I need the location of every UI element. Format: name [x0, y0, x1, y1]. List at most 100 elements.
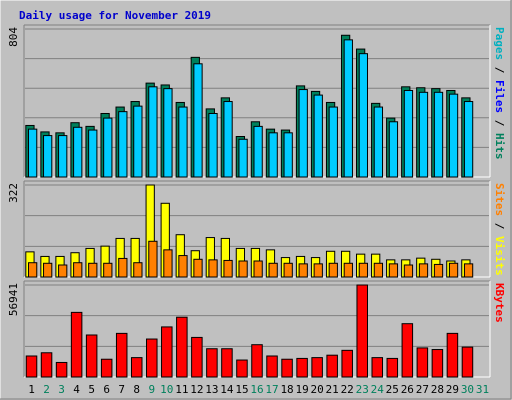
sites-bar	[388, 263, 399, 278]
kbytes-bar	[356, 284, 368, 378]
files-bar	[118, 111, 128, 178]
x-tick-label: 29	[446, 383, 459, 396]
files-bar	[148, 86, 158, 178]
sites-bar	[58, 264, 68, 278]
x-tick-label: 19	[295, 383, 308, 396]
sites-bar	[298, 263, 308, 278]
kbytes-bar	[161, 326, 173, 378]
legend-entry: /	[493, 60, 506, 80]
kbytes-bar	[401, 323, 414, 378]
sites-bar	[463, 263, 474, 278]
x-tick-label: 8	[133, 383, 140, 396]
kbytes-bar	[311, 357, 323, 378]
x-tick-label: 12	[190, 383, 203, 396]
files-bar	[343, 39, 353, 178]
files-bar	[223, 101, 233, 178]
files-bar	[193, 63, 203, 178]
chart-panels: 804 Pages / Files / Hits 322 Sites / Visits…	[7, 24, 506, 378]
files-bar	[358, 53, 368, 178]
kbytes-bar	[341, 349, 353, 378]
x-tick-label: 11	[175, 383, 188, 396]
files-bar	[403, 89, 414, 178]
sites-bar	[283, 262, 293, 278]
files-bar	[388, 121, 399, 178]
files-bar	[283, 132, 293, 178]
kbytes-bar	[100, 358, 113, 378]
panel-middle: 322 Sites / Visits	[7, 180, 506, 278]
x-tick-label: 9	[148, 383, 155, 396]
sites-bar	[163, 249, 173, 278]
top-ymax-label: 804	[7, 27, 20, 47]
kbytes-bar	[236, 359, 248, 378]
files-bar	[268, 132, 278, 178]
kbytes-bar	[266, 355, 278, 378]
files-bar	[313, 94, 323, 178]
x-tick-label: 7	[118, 383, 125, 396]
x-tick-label: 31	[476, 383, 489, 396]
sites-bar	[178, 255, 188, 278]
files-bar	[28, 128, 38, 178]
files-bar	[418, 91, 429, 178]
legend-entry: Files	[493, 80, 506, 113]
kbytes-bar	[251, 344, 263, 378]
kbytes-bar	[55, 361, 68, 378]
sites-bar	[148, 240, 158, 278]
middle-legend: Sites / Visits	[493, 183, 506, 276]
sites-bar	[358, 262, 368, 278]
x-tick-label: 18	[280, 383, 293, 396]
kbytes-bar	[386, 357, 399, 378]
bottom-legend: KBytes	[493, 283, 506, 323]
x-tick-label: 27	[416, 383, 429, 396]
sites-bar	[313, 263, 323, 278]
x-tick-label: 20	[311, 383, 324, 396]
sites-bar	[433, 263, 444, 278]
x-tick-label: 26	[401, 383, 414, 396]
legend-entry: KBytes	[493, 283, 506, 323]
files-bar	[433, 91, 444, 178]
kbytes-bar	[191, 336, 203, 378]
legend-entry: Hits	[493, 133, 506, 160]
kbytes-bar	[416, 347, 429, 378]
kbytes-bar	[146, 338, 158, 378]
x-tick-label: 28	[431, 383, 444, 396]
x-tick-label: 4	[73, 383, 80, 396]
x-tick-label: 23	[356, 383, 369, 396]
kbytes-bar	[371, 357, 384, 378]
sites-bar	[238, 260, 248, 278]
files-bar	[43, 135, 53, 178]
kbytes-bar	[115, 332, 128, 378]
x-tick-label: 10	[160, 383, 173, 396]
kbytes-bar	[446, 332, 459, 378]
x-tick-label: 25	[386, 383, 399, 396]
kbytes-bar	[40, 352, 53, 378]
kbytes-bar	[326, 354, 338, 378]
panel-bottom: 56941 KBytes	[7, 280, 506, 378]
sites-bar	[253, 260, 263, 278]
sites-bar	[448, 262, 459, 278]
sites-bar	[343, 262, 353, 278]
sites-bar	[118, 257, 128, 278]
legend-entry: Pages	[493, 27, 506, 60]
files-bar	[103, 117, 113, 178]
kbytes-bar	[206, 348, 218, 378]
x-tick-label: 6	[103, 383, 110, 396]
files-bar	[238, 138, 248, 178]
files-bar	[208, 112, 218, 178]
legend-entry: /	[493, 113, 506, 133]
files-bar	[88, 129, 98, 178]
kbytes-bar	[130, 357, 143, 378]
bottom-ymax-label: 56941	[7, 283, 20, 316]
x-tick-label: 24	[371, 383, 385, 396]
files-bar	[163, 88, 173, 178]
files-bar	[73, 126, 83, 178]
top-legend: Pages / Files / Hits	[493, 27, 506, 160]
x-tick-label: 1	[28, 383, 35, 396]
x-axis-labels: 1 2 3 4 5 6 7 8 9 10 11 12 13 14 15 16 17 18 19 20 21 22 23 24 2…	[28, 383, 489, 396]
middle-ymax-label: 322	[7, 183, 20, 203]
x-tick-label: 21	[326, 383, 339, 396]
kbytes-bar	[176, 316, 188, 378]
legend-entry: Sites	[493, 183, 506, 216]
x-tick-label: 16	[250, 383, 263, 396]
kbytes-bar	[281, 358, 293, 378]
x-tick-label: 15	[235, 383, 248, 396]
